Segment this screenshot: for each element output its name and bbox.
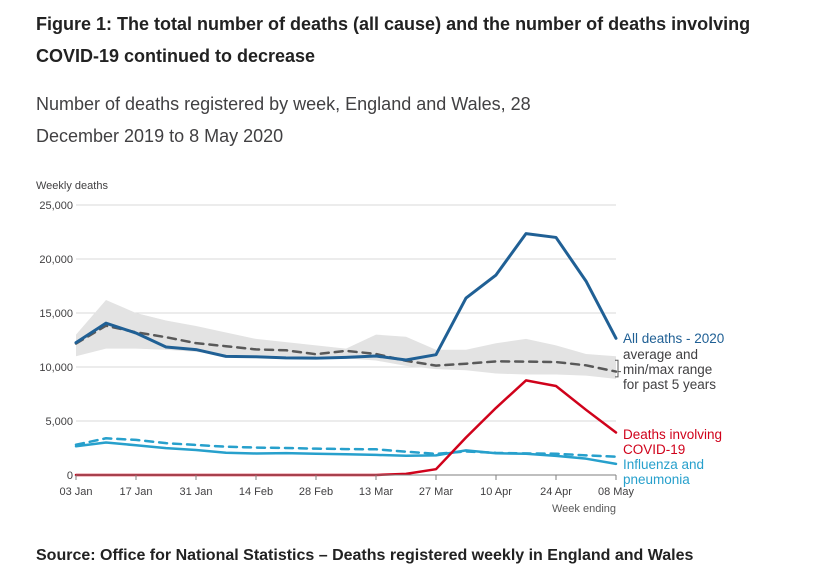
chart-title: Figure 1: The total number of deaths (al… xyxy=(36,14,751,66)
x-tick-label: 08 May xyxy=(598,486,635,498)
y-tick-label: 20,000 xyxy=(39,254,73,266)
y-axis-label: Weekly deaths xyxy=(36,180,108,192)
label-covid: Deaths involving xyxy=(623,427,722,442)
label-influenza: pneumonia xyxy=(623,472,690,487)
source-note: Source: Office for National Statistics –… xyxy=(36,547,694,564)
label-average-range: min/max range xyxy=(623,362,712,377)
x-tick-label: 28 Feb xyxy=(299,486,333,498)
range-band xyxy=(76,300,616,379)
label-average-range: average and xyxy=(623,347,698,362)
y-tick-label: 15,000 xyxy=(39,308,73,320)
x-tick-label: 27 Mar xyxy=(419,486,454,498)
x-tick-label: 17 Jan xyxy=(119,486,152,498)
x-tick-label: 10 Apr xyxy=(480,486,512,498)
range-bracket xyxy=(615,359,621,378)
chart-subtitle: Number of deaths registered by week, Eng… xyxy=(36,94,531,146)
axes: 0 5,000 10,000 15,000 20,000 25,000 03 Jan 17 J… xyxy=(39,200,634,498)
x-tick-label: 24 Apr xyxy=(540,486,572,498)
y-tick-label: 10,000 xyxy=(39,362,73,374)
x-tick-label: 31 Jan xyxy=(179,486,212,498)
gridlines xyxy=(76,204,616,422)
label-influenza: Influenza and xyxy=(623,457,704,472)
all-deaths-2020-line xyxy=(74,232,618,362)
covid-deaths-line xyxy=(74,379,618,477)
y-tick-label: 0 xyxy=(67,470,73,482)
label-all-deaths: All deaths - 2020 xyxy=(623,331,724,346)
y-tick-label: 25,000 xyxy=(39,200,73,212)
influenza-pneumonia-line xyxy=(74,441,618,466)
range-band-layer xyxy=(76,300,616,379)
x-tick-label: 13 Mar xyxy=(359,486,394,498)
y-tick-label: 5,000 xyxy=(45,416,73,428)
x-tick-label: 03 Jan xyxy=(59,486,92,498)
label-covid: COVID-19 xyxy=(623,442,685,457)
x-tick-label: 14 Feb xyxy=(239,486,273,498)
label-average-range: for past 5 years xyxy=(623,377,716,392)
x-axis-label: Week ending xyxy=(552,503,616,515)
